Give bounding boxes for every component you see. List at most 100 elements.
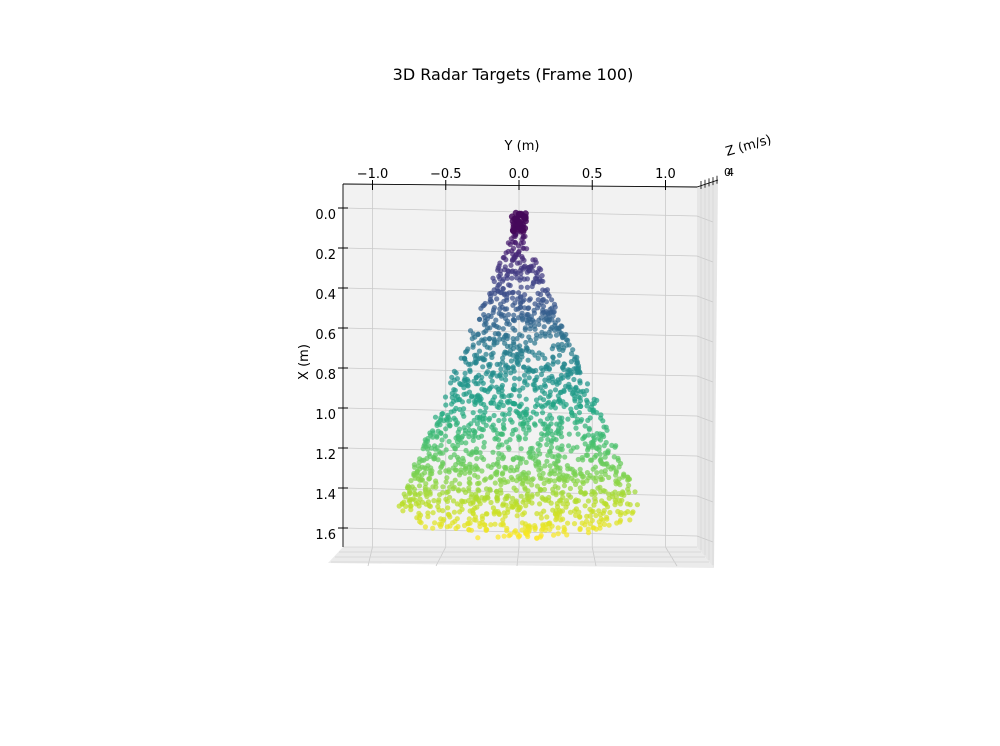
scatter-point [532,352,538,358]
scatter-point [483,527,489,534]
scatter-point [433,484,439,490]
scatter-point [516,210,523,217]
scatter-point [606,474,612,481]
scatter-point [585,530,592,536]
scatter-point [449,480,455,486]
grid-line-x [342,447,698,457]
scatter-point [504,528,510,534]
scatter-point [444,498,451,504]
y-tick-label: −0.5 [430,167,462,182]
scatter-point [439,437,445,443]
scatter-point [521,364,527,370]
scatter-point [561,403,567,410]
scatter-point [527,326,533,332]
scatter-point [512,327,518,333]
scatter-point [525,357,531,363]
scatter-point [517,460,524,466]
scatter-point [576,509,582,515]
scatter-point [556,352,563,358]
scatter-point [487,487,493,493]
scatter-point [478,305,484,311]
scatter-point [457,481,463,487]
scatter-point [447,514,453,520]
scatter-point [597,437,604,443]
scatter-point [438,464,444,471]
scatter-point [567,485,574,492]
scatter-point [614,520,620,526]
scatter-point [443,479,449,485]
scatter-point [505,312,512,318]
scatter-point [567,509,574,515]
scatter-point [555,359,561,365]
scatter-point [565,520,571,526]
scatter-point [412,464,418,470]
scatter-point [548,404,554,410]
scatter-point [537,333,544,339]
scatter-point [517,403,523,410]
scatter-point [547,526,553,533]
scatter-point [500,336,506,342]
scatter-point [454,438,461,445]
y-axis-label: Y (m) [504,139,540,154]
scatter-point [411,486,417,492]
scatter-point [437,450,443,456]
scatter-point [438,442,444,448]
scatter-point [488,499,494,506]
scatter-point [489,378,495,384]
scatter-point [486,363,492,370]
scatter-point [501,426,507,432]
scatter-point [552,454,558,460]
scatter-point [500,355,506,361]
scatter-point [559,434,565,440]
scatter-point [438,523,444,530]
scatter-point [506,533,512,539]
scatter-point [549,431,555,438]
scatter-point [499,313,505,319]
scatter-point [494,498,500,504]
grid-line-x [342,327,698,337]
x-tick-label: 0.8 [315,368,336,383]
scatter-point [513,306,519,312]
scatter-point [509,275,515,281]
scatter-point [549,297,555,303]
scatter-point [495,437,502,443]
scatter-point [540,367,546,373]
scatter-point [476,340,482,346]
scatter-point [438,430,444,436]
scatter-point [477,450,483,456]
scatter-points [396,209,641,541]
scatter-point [607,509,613,516]
scatter-point [573,512,579,519]
scatter-point [444,524,450,530]
scatter-point [598,488,604,494]
scatter-point [621,492,627,498]
scatter-point [516,376,523,382]
scatter-point [503,250,509,256]
scatter-point [470,437,476,444]
scatter-point [546,394,552,400]
scatter-point [552,387,559,393]
scatter-point [492,480,498,486]
scatter-point [452,477,458,483]
scatter-point [544,416,551,422]
scatter-point [521,372,528,378]
scatter-point [565,374,571,380]
scatter-point [481,477,488,483]
scatter-point [558,400,564,406]
scatter-point [444,475,450,481]
scatter-point [499,442,505,448]
scatter-point [474,421,480,427]
scatter-point [507,468,513,474]
scatter-point [520,228,527,235]
scatter-point [467,470,473,476]
scatter-point [491,342,497,348]
x-tick-label: 1.0 [315,408,336,423]
scatter-point [508,370,514,376]
scatter-point [554,381,560,387]
scatter-point [568,494,574,500]
scatter-point [479,468,485,474]
x-tick-label: 0.0 [315,208,336,223]
scatter-point [466,476,473,482]
scatter-point [466,434,472,440]
